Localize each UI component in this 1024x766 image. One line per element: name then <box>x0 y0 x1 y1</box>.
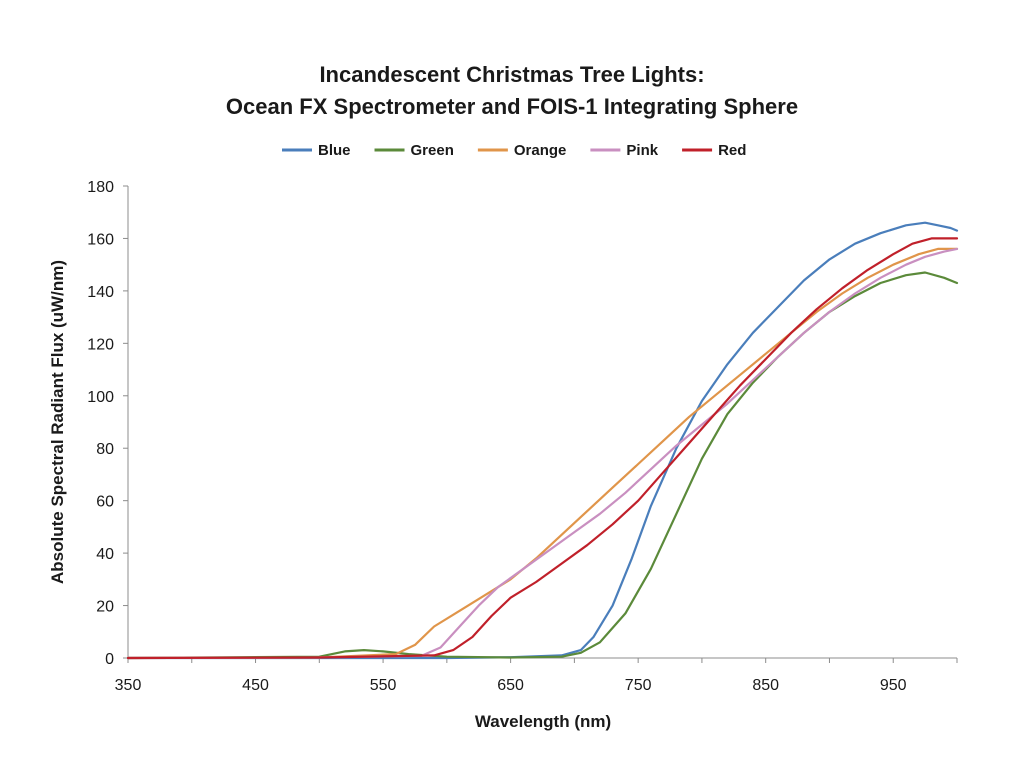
series-line-orange <box>126 247 959 660</box>
legend: Blue Green Orange Pink Red <box>282 142 746 159</box>
x-tick-label: 750 <box>625 677 652 694</box>
chart-title-line-1: Incandescent Christmas Tree Lights: <box>319 62 704 87</box>
series-line-green <box>126 271 959 660</box>
legend-label: Orange <box>514 142 567 159</box>
x-tick-label: 950 <box>880 677 907 694</box>
x-axis-label: Wavelength (nm) <box>475 712 611 731</box>
axes: 0 20 40 60 80 100 120 140 160 180 350 450 550 650 750 8… <box>87 179 958 694</box>
series-line-pink <box>126 247 959 660</box>
x-tick-label: 350 <box>115 677 142 694</box>
series-line-red <box>126 237 959 660</box>
y-tick-label: 140 <box>87 284 114 301</box>
x-tick-label: 450 <box>242 677 269 694</box>
y-tick-label: 60 <box>96 494 114 511</box>
y-tick-label: 160 <box>87 231 114 248</box>
x-tick-label: 550 <box>370 677 397 694</box>
y-tick-label: 180 <box>87 179 114 196</box>
x-tick-label: 850 <box>752 677 779 694</box>
legend-item-orange: Orange <box>477 142 567 159</box>
legend-label: Blue <box>318 142 351 159</box>
legend-item-green: Green <box>374 142 454 159</box>
x-tick-label: 650 <box>497 677 524 694</box>
chart-title: Incandescent Christmas Tree Lights: Ocea… <box>226 62 798 119</box>
y-tick-label: 120 <box>87 336 114 353</box>
y-tick-label: 40 <box>96 546 114 563</box>
series-lines <box>126 221 959 660</box>
y-tick-label: 100 <box>87 389 114 406</box>
legend-label: Red <box>718 142 746 159</box>
series-line-blue <box>126 221 959 660</box>
y-tick-label: 0 <box>105 651 114 668</box>
y-tick-label: 80 <box>96 441 114 458</box>
chart-title-line-2: Ocean FX Spectrometer and FOIS-1 Integra… <box>226 94 798 119</box>
y-axis-label: Absolute Spectral Radiant Flux (uW/nm) <box>48 260 67 584</box>
legend-item-pink: Pink <box>590 142 659 159</box>
legend-label: Pink <box>626 142 658 159</box>
legend-item-red: Red <box>682 142 746 159</box>
legend-label: Green <box>411 142 454 159</box>
y-tick-label: 20 <box>96 599 114 616</box>
legend-item-blue: Blue <box>282 142 351 159</box>
